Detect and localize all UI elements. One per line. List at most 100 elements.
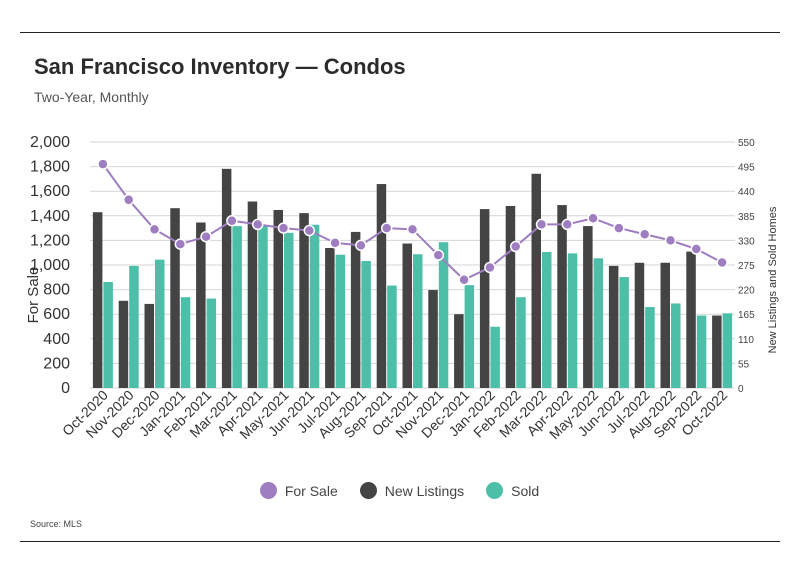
legend-swatch-sold: [486, 482, 504, 499]
point-for-sale: [716, 256, 728, 269]
bar-sold: [155, 259, 165, 388]
bar-sold: [438, 242, 449, 388]
legend-item-for-sale: For Sale: [259, 482, 338, 499]
bar-sold: [490, 326, 500, 388]
point-for-sale: [535, 218, 548, 231]
bar-sold: [284, 232, 294, 388]
point-for-sale: [406, 223, 419, 236]
legend-item-sold: Sold: [486, 482, 539, 499]
legend: For Sale New Listings Sold: [0, 482, 799, 499]
bar-new-listings: [350, 231, 361, 388]
bar-sold: [671, 303, 681, 388]
point-for-sale: [509, 240, 522, 253]
bottom-rule: [20, 541, 780, 542]
bar-sold: [696, 315, 707, 388]
legend-swatch-new-listings: [359, 482, 377, 499]
bar-sold: [206, 298, 217, 388]
bar-sold: [180, 297, 191, 388]
bar-sold: [619, 277, 629, 388]
bar-new-listings: [402, 243, 412, 388]
source-note: Source: MLS: [30, 519, 83, 529]
chart-title: San Francisco Inventory — Condos: [34, 54, 406, 79]
y-tick-label: 400: [43, 331, 70, 348]
y-tick-label: 1,200: [30, 232, 70, 249]
bar-sold: [335, 254, 346, 388]
point-for-sale: [174, 238, 187, 250]
point-for-sale: [226, 214, 238, 227]
bar-sold: [232, 226, 242, 388]
bar-sold: [464, 285, 475, 388]
point-for-sale: [97, 158, 109, 170]
point-for-sale: [277, 222, 290, 234]
bar-new-listings: [221, 168, 232, 388]
y-tick-label: 1,400: [30, 208, 70, 225]
bar-new-listings: [479, 209, 490, 388]
bar-sold: [309, 224, 320, 388]
bar-new-listings: [454, 314, 464, 388]
y2-tick-label: 440: [738, 187, 755, 198]
bar-sold: [542, 252, 552, 388]
y-tick-label: 1,600: [30, 183, 70, 200]
y2-tick-label: 330: [738, 236, 755, 247]
bar-sold: [593, 258, 604, 388]
point-for-sale: [458, 274, 470, 286]
point-for-sale: [200, 230, 212, 243]
point-for-sale: [303, 224, 316, 237]
bar-new-listings: [325, 248, 335, 388]
point-for-sale: [251, 218, 264, 231]
bar-new-listings: [92, 212, 103, 388]
bar-sold: [567, 253, 578, 388]
y2-tick-label: 495: [738, 163, 755, 174]
y2-tick-label: 55: [738, 359, 750, 370]
point-for-sale: [638, 228, 651, 240]
point-for-sale: [432, 249, 445, 261]
bar-new-listings: [634, 262, 645, 388]
bar-new-listings: [247, 201, 258, 388]
y2-tick-label: 275: [738, 261, 755, 272]
bar-new-listings: [712, 315, 722, 388]
bar-new-listings: [273, 209, 283, 388]
bar-new-listings: [170, 208, 180, 388]
y-tick-label: 600: [43, 306, 70, 323]
bar-sold: [516, 297, 526, 388]
legend-item-new-listings: New Listings: [359, 482, 465, 499]
bar-sold: [103, 281, 113, 388]
y-tick-label: 200: [43, 355, 70, 372]
bar-new-listings: [660, 262, 670, 388]
bar-new-listings: [505, 205, 516, 388]
y2-tick-label: 220: [738, 286, 755, 297]
bar-new-listings: [686, 251, 696, 388]
bar-new-listings: [531, 173, 541, 388]
legend-label-new-listings: New Listings: [384, 482, 465, 499]
bar-sold: [129, 265, 139, 388]
bar-sold: [413, 254, 423, 388]
y-tick-label: 1,000: [30, 257, 70, 274]
point-for-sale: [690, 243, 703, 255]
bar-new-listings: [608, 265, 619, 388]
line-for-sale: [102, 163, 723, 281]
bar-sold: [387, 285, 397, 388]
bar-new-listings: [299, 213, 309, 388]
y2-tick-label: 550: [738, 138, 755, 149]
point-for-sale: [355, 239, 367, 252]
bar-sold: [361, 260, 371, 388]
y-axis-title: For Sale: [25, 267, 42, 324]
point-for-sale: [561, 218, 574, 231]
y-tick-label: 0: [61, 380, 70, 397]
legend-swatch-for-sale: [259, 482, 277, 499]
point-for-sale: [613, 222, 625, 234]
point-for-sale: [122, 194, 135, 206]
legend-label-for-sale: For Sale: [284, 482, 338, 499]
bar-sold: [645, 307, 655, 388]
chart-area: 0 200 400 600 800 1,000 1,200 1,400 1,600 1,800 2,…: [25, 134, 779, 442]
y2-tick-label: 110: [738, 335, 754, 346]
bar-new-listings: [428, 290, 438, 388]
top-rule: [20, 32, 780, 33]
y2-tick-label: 165: [738, 310, 755, 321]
point-for-sale: [148, 223, 161, 236]
y-tick-label: 2,000: [30, 134, 70, 151]
y-tick-label: 800: [43, 282, 70, 299]
bar-sold: [722, 313, 733, 388]
point-for-sale: [664, 234, 677, 247]
bar-new-listings: [583, 226, 593, 388]
